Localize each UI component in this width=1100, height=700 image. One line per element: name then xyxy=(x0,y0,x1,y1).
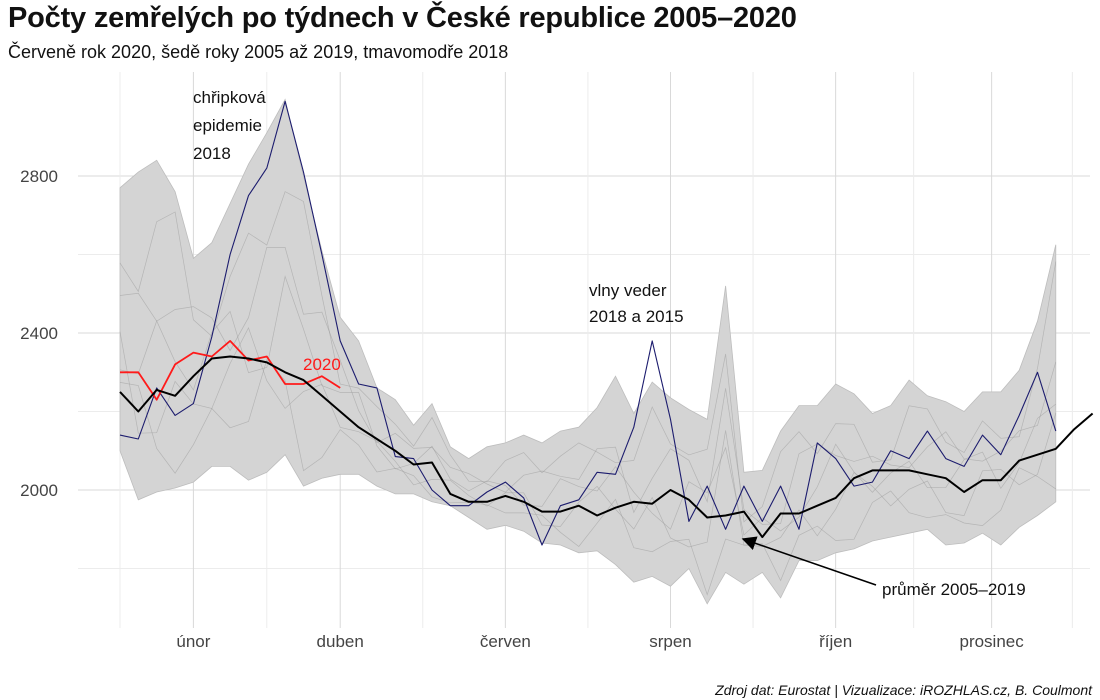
year-line xyxy=(119,247,1057,525)
series-line xyxy=(119,355,1094,539)
chart-title: Počty zemřelých po týdnech v České repub… xyxy=(8,2,797,34)
annotations: chřipková epidemie 2018 vlny veder 2018 a 20… xyxy=(193,88,1026,599)
annotation-average: průměr 2005–2019 xyxy=(882,580,1026,599)
x-tick-label: srpen xyxy=(649,632,692,651)
year-line xyxy=(119,275,1057,536)
x-tick-label: červen xyxy=(480,632,531,651)
range-band xyxy=(119,98,1057,605)
range-band-area xyxy=(119,98,1057,605)
y-tick-label: 2000 xyxy=(20,481,58,500)
average-arrow xyxy=(741,536,877,586)
axis-labels: 2000 2400 2800 únor duben červen srpen říjen pro… xyxy=(20,167,1024,651)
annotation-flu: chřipková epidemie 2018 xyxy=(193,88,266,163)
series-lines xyxy=(119,100,1094,546)
source-note: Zdroj dat: Eurostat | Vizualizace: iROZH… xyxy=(715,682,1092,698)
series-line xyxy=(120,339,341,401)
year-line xyxy=(119,191,1057,523)
y-tick-label: 2400 xyxy=(20,324,58,343)
x-tick-label: únor xyxy=(176,632,210,651)
annotation-2020: 2020 xyxy=(303,355,341,374)
x-tick-label: říjen xyxy=(819,632,852,651)
series-line xyxy=(119,100,1057,546)
annotation-heatwaves: vlny veder 2018 a 2015 xyxy=(589,281,684,326)
y-tick-label: 2800 xyxy=(20,167,58,186)
x-tick-label: prosinec xyxy=(959,632,1024,651)
chart-subtitle: Červeně rok 2020, šedě roky 2005 až 2019… xyxy=(8,42,509,62)
x-tick-label: duben xyxy=(317,632,364,651)
year-line xyxy=(119,327,1057,548)
